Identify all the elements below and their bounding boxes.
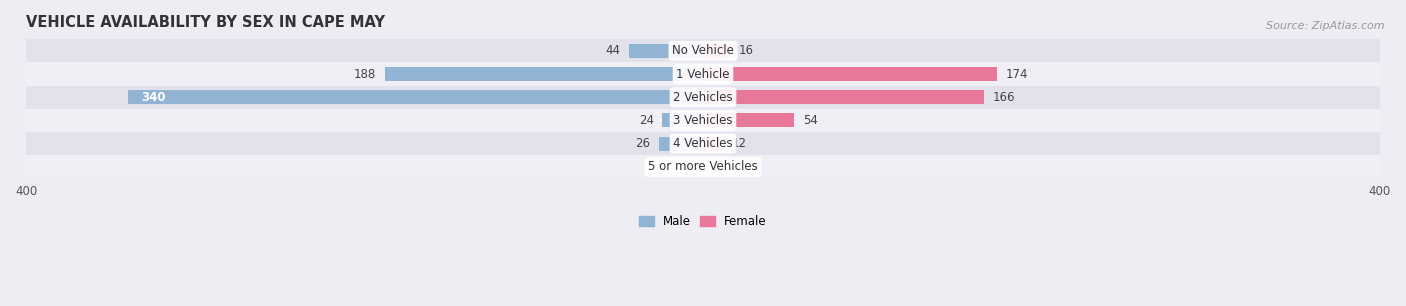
Bar xyxy=(662,114,703,127)
Bar xyxy=(27,39,1379,62)
Bar xyxy=(27,155,1379,178)
Bar xyxy=(27,132,1379,155)
Bar xyxy=(27,86,1379,109)
Text: 0: 0 xyxy=(682,160,689,173)
Text: 3 Vehicles: 3 Vehicles xyxy=(673,114,733,127)
Text: 12: 12 xyxy=(731,137,747,150)
Text: Source: ZipAtlas.com: Source: ZipAtlas.com xyxy=(1267,21,1385,32)
Bar xyxy=(703,90,984,104)
Text: 44: 44 xyxy=(605,44,620,57)
Text: 1 Vehicle: 1 Vehicle xyxy=(676,68,730,80)
Bar xyxy=(703,137,723,151)
Text: VEHICLE AVAILABILITY BY SEX IN CAPE MAY: VEHICLE AVAILABILITY BY SEX IN CAPE MAY xyxy=(27,15,385,30)
Text: 16: 16 xyxy=(738,44,754,57)
Text: 2 Vehicles: 2 Vehicles xyxy=(673,91,733,104)
Text: 166: 166 xyxy=(993,91,1015,104)
Legend: Male, Female: Male, Female xyxy=(634,211,772,233)
Bar xyxy=(628,44,703,58)
Bar xyxy=(27,62,1379,86)
Text: 26: 26 xyxy=(636,137,651,150)
Bar xyxy=(703,44,730,58)
Text: 24: 24 xyxy=(638,114,654,127)
Text: No Vehicle: No Vehicle xyxy=(672,44,734,57)
Text: 174: 174 xyxy=(1005,68,1028,80)
Bar xyxy=(385,67,703,81)
Bar xyxy=(659,137,703,151)
Text: 5 or more Vehicles: 5 or more Vehicles xyxy=(648,160,758,173)
Text: 4 Vehicles: 4 Vehicles xyxy=(673,137,733,150)
Bar xyxy=(703,114,794,127)
Bar xyxy=(27,109,1379,132)
Text: 54: 54 xyxy=(803,114,818,127)
Text: 188: 188 xyxy=(354,68,377,80)
Text: 340: 340 xyxy=(141,91,166,104)
Bar xyxy=(128,90,703,104)
Bar xyxy=(703,67,997,81)
Text: 0: 0 xyxy=(717,160,724,173)
